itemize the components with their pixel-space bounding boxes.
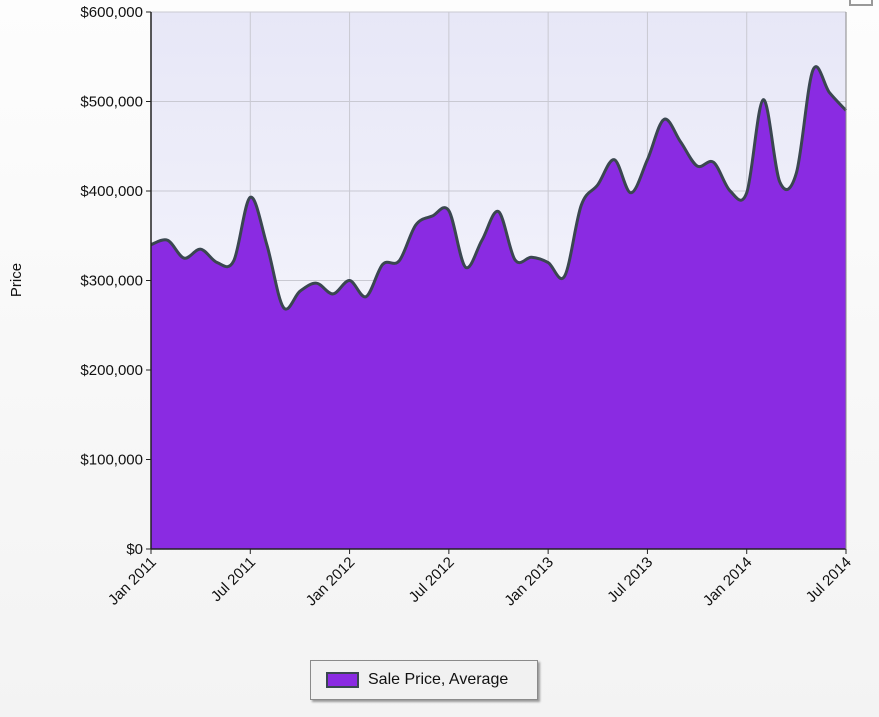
series-area bbox=[150, 65, 848, 549]
y-axis-ticks: $0 $100,000 $200,000 $300,000 $400,000 $500,0… bbox=[80, 4, 151, 558]
x-axis-ticks: Jan 2011 Jul 2011 Jan 2012 Jul 2012 Jan 2013… bbox=[105, 549, 855, 609]
y-tick-label: $100,000 bbox=[80, 452, 143, 469]
y-tick-label: $200,000 bbox=[80, 362, 143, 379]
legend-swatch bbox=[326, 672, 359, 688]
y-tick-label: $600,000 bbox=[80, 4, 143, 21]
y-tick-label: $300,000 bbox=[80, 273, 143, 290]
y-axis-label: Price bbox=[8, 263, 25, 297]
legend: Sale Price, Average bbox=[310, 660, 538, 700]
y-tick-label: $0 bbox=[126, 541, 143, 558]
legend-label: Sale Price, Average bbox=[368, 671, 509, 688]
x-tick-label: Jul 2011 bbox=[208, 554, 259, 605]
y-tick-label: $500,000 bbox=[80, 94, 143, 111]
x-tick-label: Jan 2012 bbox=[303, 554, 359, 610]
area-fill bbox=[151, 66, 846, 549]
resize-handle-icon[interactable] bbox=[849, 0, 873, 6]
y-tick-label: $400,000 bbox=[80, 183, 143, 200]
x-tick-label: Jul 2012 bbox=[406, 554, 458, 606]
x-tick-label: Jul 2014 bbox=[803, 554, 855, 606]
x-tick-label: Jul 2013 bbox=[604, 554, 656, 606]
x-tick-label: Jan 2014 bbox=[700, 554, 756, 610]
area-line bbox=[150, 65, 848, 311]
x-tick-label: Jan 2013 bbox=[501, 554, 557, 610]
x-tick-label: Jan 2011 bbox=[105, 554, 160, 609]
